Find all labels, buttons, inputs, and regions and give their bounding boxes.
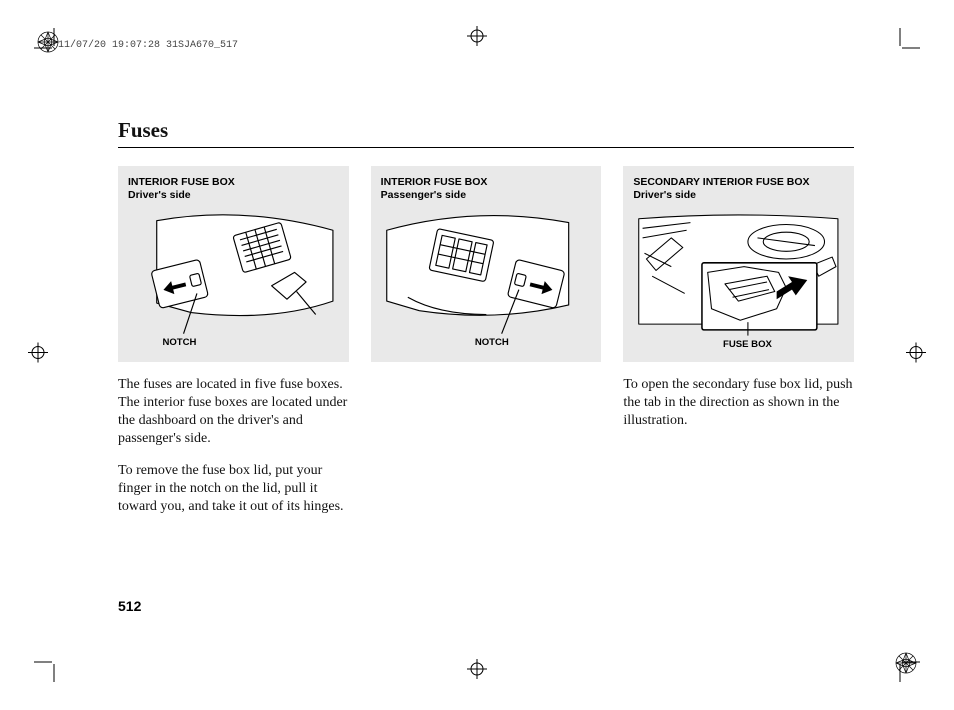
crop-mark-tr bbox=[894, 28, 920, 54]
registration-mark-right bbox=[906, 343, 926, 368]
crop-mark-bl bbox=[34, 656, 60, 682]
figure-passenger-fusebox: INTERIOR FUSE BOX Passenger's side bbox=[371, 166, 602, 362]
page-title: Fuses bbox=[118, 118, 854, 147]
fig-title-line1: INTERIOR FUSE BOX bbox=[128, 176, 235, 188]
figure-caption: NOTCH bbox=[475, 337, 509, 348]
fig-title-line1: INTERIOR FUSE BOX bbox=[381, 176, 488, 188]
title-rule bbox=[118, 147, 854, 148]
figure-title: SECONDARY INTERIOR FUSE BOX Driver's sid… bbox=[633, 176, 844, 202]
figure-illustration: FUSE BOX bbox=[633, 206, 844, 356]
column-right: SECONDARY INTERIOR FUSE BOX Driver's sid… bbox=[623, 166, 854, 530]
page-content: Fuses INTERIOR FUSE BOX Driver's side bbox=[118, 118, 854, 530]
registration-mark-top bbox=[467, 26, 487, 51]
figure-illustration: NOTCH bbox=[381, 206, 592, 356]
column-center: INTERIOR FUSE BOX Passenger's side bbox=[371, 166, 602, 530]
figure-driver-fusebox: INTERIOR FUSE BOX Driver's side bbox=[118, 166, 349, 362]
figure-caption: FUSE BOX bbox=[723, 339, 773, 350]
figure-caption: NOTCH bbox=[162, 337, 196, 348]
fig-title-line2: Driver's side bbox=[633, 189, 696, 201]
registration-mark-left bbox=[28, 343, 48, 368]
body-paragraph: To remove the fuse box lid, put your fin… bbox=[118, 462, 349, 516]
figure-title: INTERIOR FUSE BOX Passenger's side bbox=[381, 176, 592, 202]
page-number: 512 bbox=[118, 598, 141, 614]
column-left: INTERIOR FUSE BOX Driver's side bbox=[118, 166, 349, 530]
body-paragraph: To open the secondary fuse box lid, push… bbox=[623, 376, 854, 430]
starburst-mark-tl bbox=[36, 30, 60, 59]
body-paragraph: The fuses are located in five fuse boxes… bbox=[118, 376, 349, 448]
header-stamp: 11/07/20 19:07:28 31SJA670_517 bbox=[58, 40, 238, 51]
fig-title-line2: Driver's side bbox=[128, 189, 191, 201]
registration-mark-bottom bbox=[467, 659, 487, 684]
fig-title-line1: SECONDARY INTERIOR FUSE BOX bbox=[633, 176, 809, 188]
fig-title-line2: Passenger's side bbox=[381, 189, 466, 201]
figure-illustration: NOTCH bbox=[128, 206, 339, 356]
starburst-mark-br bbox=[894, 651, 918, 680]
columns: INTERIOR FUSE BOX Driver's side bbox=[118, 166, 854, 530]
figure-title: INTERIOR FUSE BOX Driver's side bbox=[128, 176, 339, 202]
figure-secondary-fusebox: SECONDARY INTERIOR FUSE BOX Driver's sid… bbox=[623, 166, 854, 362]
